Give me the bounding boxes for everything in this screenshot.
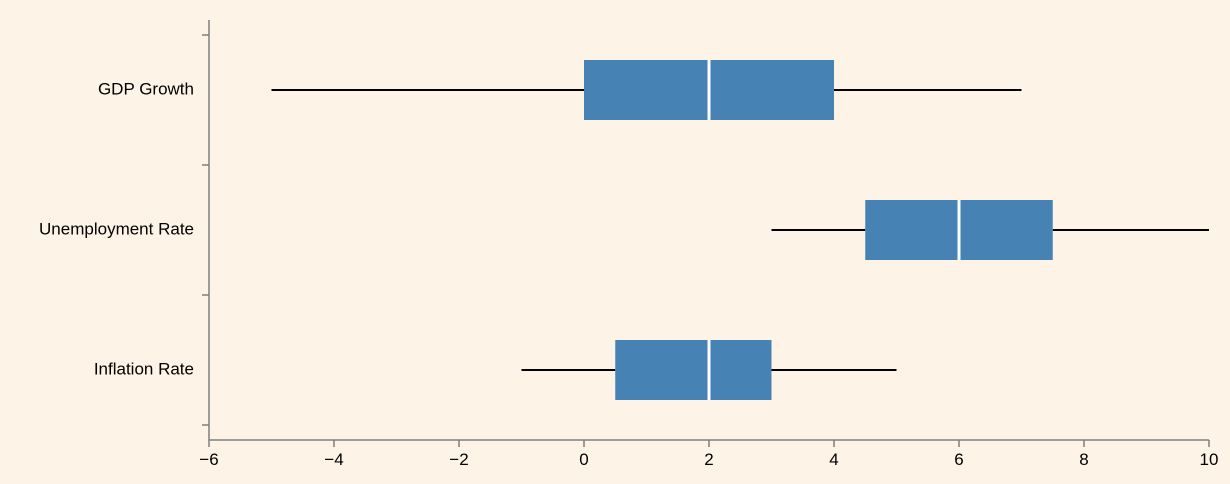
x-tick-label: 4 [829,450,838,469]
y-tick-label-inflation-rate: Inflation Rate [94,359,194,378]
x-tick-label: 6 [954,450,963,469]
x-tick-label: 10 [1200,450,1219,469]
box-group-gdp-growth [271,60,1022,120]
y-tick-label-unemployment-rate: Unemployment Rate [39,219,194,238]
x-tick-label: −6 [199,450,218,469]
x-tick-label: 8 [1079,450,1088,469]
box-inflation-rate [615,340,772,400]
plot-area [271,60,1209,400]
x-tick-label: −2 [449,450,468,469]
box-group-unemployment-rate [771,200,1209,260]
x-tick-label: −4 [324,450,343,469]
x-tick-label: 2 [704,450,713,469]
x-tick-label: 0 [579,450,588,469]
box-group-inflation-rate [521,340,897,400]
y-tick-label-gdp-growth: GDP Growth [98,79,194,98]
axes: GDP Growth Unemployment Rate Inflation Rat… [39,20,1218,469]
